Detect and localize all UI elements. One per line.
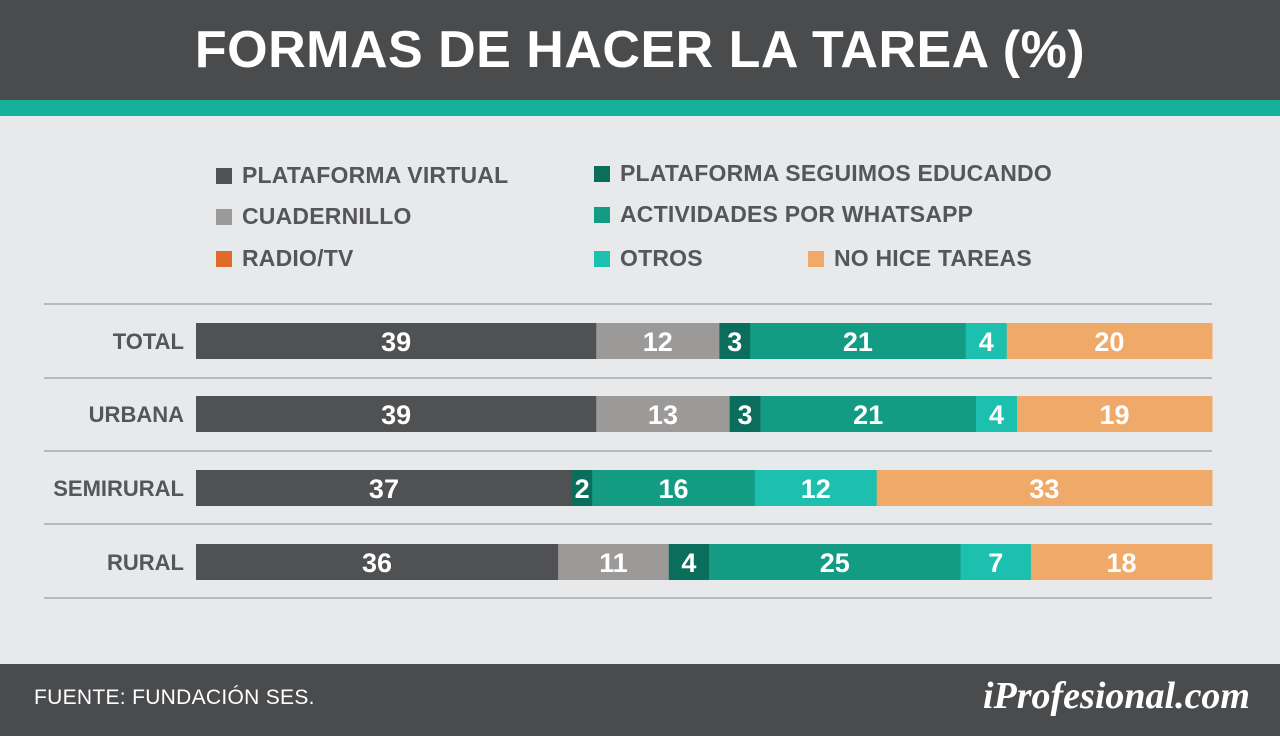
legend-item-no-hice-tareas: NO HICE TAREAS — [808, 245, 1032, 272]
bar-segment — [709, 544, 962, 580]
bar-value-label: 37 — [369, 474, 399, 504]
bar-segment — [729, 396, 761, 432]
bar-value-label: 12 — [801, 474, 831, 504]
bar-value-label: 25 — [820, 548, 850, 578]
bar-value-label: 12 — [643, 327, 673, 357]
bar-value-label: 3 — [727, 327, 742, 357]
legend-swatch — [216, 250, 232, 267]
bar-segment — [196, 396, 597, 432]
bar-segment — [592, 470, 756, 506]
bar-segment — [965, 323, 1008, 359]
legend-label: PLATAFORMA VIRTUAL — [242, 162, 509, 188]
bar-segment — [668, 544, 710, 580]
bar-segment — [558, 544, 670, 580]
legend-label: PLATAFORMA SEGUIMOS EDUCANDO — [620, 160, 1052, 186]
bar-value-label: 4 — [989, 400, 1004, 430]
bar-segment — [196, 470, 573, 506]
bar-value-label: 4 — [681, 548, 696, 578]
legend-item-actividades-por-whatsapp: ACTIVIDADES POR WHATSAPP — [594, 201, 973, 228]
legend-label: CUADERNILLO — [242, 203, 412, 229]
legend-label: ACTIVIDADES POR WHATSAPP — [620, 201, 974, 227]
bar-value-label: 18 — [1106, 548, 1136, 578]
category-label: TOTAL — [113, 329, 184, 354]
legend-swatch — [216, 167, 232, 184]
bar-value-label: 3 — [738, 400, 753, 430]
bar-value-label: 36 — [362, 548, 392, 578]
chart-title: FORMAS DE HACER LA TAREA (%) — [194, 21, 1086, 79]
bar-value-label: 20 — [1094, 327, 1124, 357]
legend-item-plataforma-seguimos-educando: PLATAFORMA SEGUIMOS EDUCANDO — [594, 160, 1052, 187]
bar-segment — [1030, 544, 1213, 580]
legend-item-radio-tv: RADIO/TV — [216, 245, 354, 272]
header-accent-stripe — [0, 100, 1280, 116]
category-label: URBANA — [89, 402, 184, 427]
brand-logo: iProfesional.com — [982, 675, 1250, 717]
legend-item-plataforma-virtual: PLATAFORMA VIRTUAL — [216, 162, 508, 189]
legend-label: OTROS — [620, 245, 703, 271]
bar-value-label: 4 — [979, 327, 994, 357]
bar-segment — [196, 544, 559, 580]
bar-value-label: 19 — [1099, 400, 1129, 430]
bar-segment — [754, 470, 878, 506]
bar-segment — [596, 396, 731, 432]
category-label: RURAL — [107, 550, 184, 575]
bar-segment — [571, 470, 593, 506]
stacked-bar-chart: TOTAL 39 12 3 21 4 20 URBANA 39 13 3 21 4 19 SEMIRURAL… — [44, 303, 1213, 599]
category-label: SEMIRURAL — [53, 476, 184, 501]
bar-segment — [596, 323, 720, 359]
bar-value-label: 7 — [988, 548, 1003, 578]
bar-segment — [975, 396, 1018, 432]
bar-value-label: 11 — [599, 548, 628, 578]
bar-segment — [750, 323, 967, 359]
bar-value-label: 16 — [658, 474, 688, 504]
legend-swatch — [594, 250, 610, 267]
bar-segment — [876, 470, 1213, 506]
bar-segment — [960, 544, 1032, 580]
bar-value-label: 21 — [853, 400, 883, 430]
legend-item-otros: OTROS — [594, 245, 703, 272]
legend-swatch — [594, 165, 610, 182]
bar-segment — [196, 323, 597, 359]
source-note: FUENTE: FUNDACIÓN SES. — [34, 686, 315, 709]
bar-value-label: 39 — [381, 400, 411, 430]
bar-value-label: 2 — [575, 474, 590, 504]
bar-value-label: 39 — [381, 327, 411, 357]
legend-swatch — [216, 208, 232, 225]
bar-value-label: 13 — [648, 400, 678, 430]
legend-swatch — [808, 250, 824, 267]
bar-segment — [719, 323, 751, 359]
bar-segment — [1017, 396, 1213, 432]
bar-segment — [760, 396, 977, 432]
bar-value-label: 33 — [1029, 474, 1059, 504]
legend-label: NO HICE TAREAS — [834, 245, 1032, 271]
header-bar — [0, 0, 1280, 100]
legend-label: RADIO/TV — [242, 245, 354, 271]
legend-item-cuadernillo: CUADERNILLO — [216, 203, 412, 230]
bar-segment — [1006, 323, 1213, 359]
legend-swatch — [594, 206, 610, 223]
bar-value-label: 21 — [843, 327, 873, 357]
footer-bar — [0, 664, 1280, 736]
